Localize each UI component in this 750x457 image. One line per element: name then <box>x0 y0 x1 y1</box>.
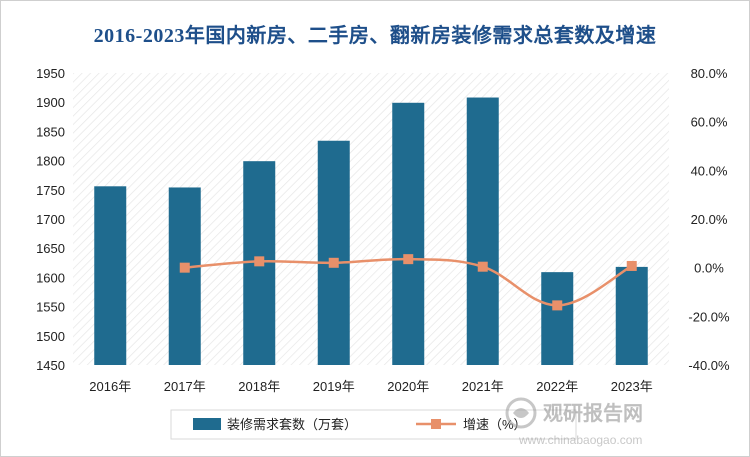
growth-point <box>179 262 190 273</box>
left-tick-label: 1750 <box>36 183 65 198</box>
x-axis: 2016年 2017年 2018年 2019年 2020年 2021年 2022年 2023年 <box>89 379 652 394</box>
x-tick-label: 2018年 <box>238 379 280 394</box>
x-tick-label: 2016年 <box>89 379 131 394</box>
right-tick-label: -40.0% <box>688 358 730 373</box>
watermark-brand: 观研报告网 <box>543 401 643 425</box>
right-tick-label: 80.0% <box>691 66 728 81</box>
right-tick-label: 20.0% <box>691 212 728 227</box>
left-tick-label: 1800 <box>36 154 65 169</box>
x-tick-label: 2023年 <box>611 379 653 394</box>
x-tick-label: 2017年 <box>164 379 206 394</box>
growth-point <box>328 257 339 268</box>
legend-line-marker <box>431 419 441 429</box>
left-tick-label: 1600 <box>36 270 65 285</box>
left-tick-label: 1450 <box>36 358 65 373</box>
right-tick-label: 60.0% <box>691 115 728 130</box>
legend-bar-label: 装修需求套数（万套） <box>227 417 357 432</box>
x-tick-label: 2020年 <box>387 379 429 394</box>
left-tick-label: 1900 <box>36 95 65 110</box>
left-tick-label: 1500 <box>36 329 65 344</box>
x-tick-label: 2019年 <box>313 379 355 394</box>
watermark-url: www.chinabaogao.com <box>518 433 642 447</box>
bar-series <box>94 97 648 365</box>
plot-area <box>73 73 669 365</box>
left-tick-label: 1650 <box>36 241 65 256</box>
watermark: 观研报告网 www.chinabaogao.com <box>505 397 643 447</box>
bar <box>466 97 499 365</box>
growth-point <box>254 256 265 267</box>
chart-title: 2016-2023年国内新房、二手房、翻新房装修需求总套数及增速 <box>93 25 657 47</box>
bar <box>392 102 425 365</box>
right-tick-label: -20.0% <box>688 309 730 324</box>
left-tick-label: 1850 <box>36 124 65 139</box>
watermark-logo-swirl <box>513 408 529 418</box>
right-tick-label: 40.0% <box>691 163 728 178</box>
bar <box>94 186 127 365</box>
bar <box>317 140 350 365</box>
left-axis: 1950 1900 1850 1800 1750 1700 1650 1600 1550 1500… <box>36 66 65 373</box>
line-series <box>179 254 637 311</box>
right-axis: 80.0% 60.0% 40.0% 20.0% 0.0% -20.0% -40.0% <box>688 66 730 373</box>
growth-point <box>403 254 414 265</box>
x-tick-label: 2021年 <box>462 379 504 394</box>
growth-point <box>552 300 563 311</box>
left-tick-label: 1550 <box>36 300 65 315</box>
legend-line-label: 增速（%） <box>463 417 527 432</box>
left-tick-label: 1700 <box>36 212 65 227</box>
growth-point <box>626 260 637 271</box>
x-tick-label: 2022年 <box>536 379 578 394</box>
bar <box>615 266 648 365</box>
bar <box>168 187 201 365</box>
right-tick-label: 0.0% <box>694 261 724 276</box>
left-tick-label: 1950 <box>36 66 65 81</box>
legend-bar-swatch <box>193 418 221 430</box>
watermark-logo-icon <box>505 397 537 429</box>
bar <box>541 272 574 365</box>
growth-point <box>477 261 488 272</box>
